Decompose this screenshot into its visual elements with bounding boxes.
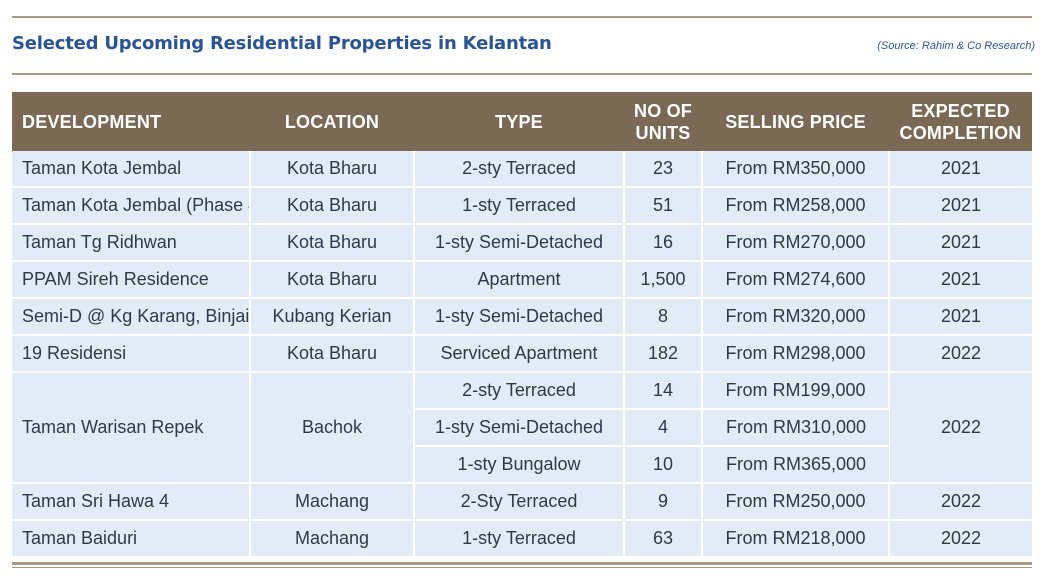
cell-price: From RM218,000 bbox=[702, 520, 890, 558]
cell-completion: 2021 bbox=[889, 224, 1032, 262]
cell-development: PPAM Sireh Residence bbox=[12, 261, 251, 299]
cell-completion: 2022 bbox=[889, 520, 1032, 558]
cell-location: Kota Bharu bbox=[250, 261, 415, 299]
cell-location: Kubang Kerian bbox=[250, 298, 415, 336]
cell-type: 2-Sty Terraced bbox=[414, 483, 625, 521]
cell-development: Semi-D @ Kg Karang, Binjai bbox=[12, 298, 251, 336]
header-development: DEVELOPMENT bbox=[12, 92, 250, 151]
header-units-line1: NO OF bbox=[634, 100, 692, 121]
table-row: 1-sty Semi-Detached 4 From RM310,000 bbox=[12, 409, 1032, 447]
header-location: LOCATION bbox=[250, 92, 414, 151]
cell-units: 10 bbox=[624, 446, 703, 484]
title-divider bbox=[12, 73, 1032, 75]
cell-units: 63 bbox=[624, 520, 703, 558]
cell-units: 8 bbox=[624, 298, 703, 336]
cell-units: 1,500 bbox=[624, 261, 703, 299]
cell-development: 19 Residensi bbox=[12, 335, 251, 373]
cell-development: Taman Baiduri bbox=[12, 520, 251, 558]
table-row: Taman Tg Ridhwan Kota Bharu 1-sty Semi-D… bbox=[12, 224, 1032, 262]
header-completion-line1: EXPECTED bbox=[911, 100, 1010, 121]
bottom-rule bbox=[12, 562, 1032, 565]
cell-price: From RM274,600 bbox=[702, 261, 890, 299]
cell-completion: 2021 bbox=[889, 261, 1032, 299]
cell-type: 1-sty Semi-Detached bbox=[414, 298, 625, 336]
cell-completion: 2021 bbox=[889, 151, 1032, 188]
cell-development: Taman Kota Jembal bbox=[12, 151, 251, 188]
cell-price: From RM320,000 bbox=[702, 298, 890, 336]
cell-price: From RM199,000 bbox=[702, 372, 890, 410]
table-row: Taman Baiduri Machang 1-sty Terraced 63 … bbox=[12, 520, 1032, 558]
cell-units: 4 bbox=[624, 409, 703, 447]
cell-location: Bachok bbox=[250, 372, 415, 484]
cell-type: 1-sty Semi-Detached bbox=[414, 409, 625, 447]
header-completion: EXPECTED COMPLETION bbox=[889, 92, 1032, 151]
header-price: SELLING PRICE bbox=[702, 92, 889, 151]
cell-type: Apartment bbox=[414, 261, 625, 299]
cell-price: From RM270,000 bbox=[702, 224, 890, 262]
cell-location: Machang bbox=[250, 483, 415, 521]
cell-units: 16 bbox=[624, 224, 703, 262]
cell-completion: 2022 bbox=[889, 372, 1032, 484]
cell-development: Taman Kota Jembal (Phase 4) bbox=[12, 187, 251, 225]
cell-location: Kota Bharu bbox=[250, 187, 415, 225]
bottom-rule-thin bbox=[12, 567, 1032, 568]
table-row: Taman Kota Jembal Kota Bharu 2-sty Terra… bbox=[12, 151, 1032, 188]
header-units: NO OF UNITS bbox=[624, 92, 702, 151]
cell-type: 1-sty Bungalow bbox=[414, 446, 625, 484]
cell-location: Kota Bharu bbox=[250, 151, 415, 188]
table-row: 1-sty Bungalow 10 From RM365,000 bbox=[12, 446, 1032, 484]
cell-type: 2-sty Terraced bbox=[414, 151, 625, 188]
cell-price: From RM298,000 bbox=[702, 335, 890, 373]
cell-type: 1-sty Semi-Detached bbox=[414, 224, 625, 262]
cell-units: 9 bbox=[624, 483, 703, 521]
cell-completion: 2021 bbox=[889, 298, 1032, 336]
table-header-row: DEVELOPMENT LOCATION TYPE NO OF UNITS SE… bbox=[12, 92, 1032, 151]
cell-development: Taman Tg Ridhwan bbox=[12, 224, 251, 262]
table-row: PPAM Sireh Residence Kota Bharu Apartmen… bbox=[12, 261, 1032, 299]
top-rule bbox=[12, 16, 1032, 18]
cell-price: From RM365,000 bbox=[702, 446, 889, 484]
header-units-line2: UNITS bbox=[635, 122, 691, 143]
cell-units: 23 bbox=[624, 151, 703, 188]
header-completion-line2: COMPLETION bbox=[899, 122, 1022, 143]
header-type: TYPE bbox=[414, 92, 624, 151]
cell-location: Machang bbox=[250, 520, 415, 558]
cell-price: From RM310,000 bbox=[702, 409, 889, 447]
cell-units: 182 bbox=[624, 335, 703, 373]
cell-completion: 2021 bbox=[889, 187, 1032, 225]
cell-units: 51 bbox=[624, 187, 703, 225]
cell-location: Kota Bharu bbox=[250, 224, 415, 262]
table-row: Taman Warisan Repek Bachok 2-sty Terrace… bbox=[12, 372, 1032, 484]
cell-type: 1-sty Terraced bbox=[414, 520, 625, 558]
table-row: Taman Sri Hawa 4 Machang 2-Sty Terraced … bbox=[12, 483, 1032, 521]
properties-table: DEVELOPMENT LOCATION TYPE NO OF UNITS SE… bbox=[12, 92, 1032, 558]
cell-type: 2-sty Terraced bbox=[414, 372, 625, 410]
cell-development: Taman Warisan Repek bbox=[12, 372, 251, 484]
cell-price: From RM250,000 bbox=[702, 483, 890, 521]
cell-type: 1-sty Terraced bbox=[414, 187, 625, 225]
table-row: Taman Kota Jembal (Phase 4) Kota Bharu 1… bbox=[12, 187, 1032, 225]
source-note: (Source: Rahim & Co Research) bbox=[877, 40, 1035, 52]
cell-completion: 2022 bbox=[889, 483, 1032, 521]
table-row: 19 Residensi Kota Bharu Serviced Apartme… bbox=[12, 335, 1032, 373]
cell-price: From RM350,000 bbox=[702, 151, 890, 188]
cell-completion: 2022 bbox=[889, 335, 1032, 373]
cell-price: From RM258,000 bbox=[702, 187, 890, 225]
cell-units: 14 bbox=[624, 372, 703, 410]
table-row: Semi-D @ Kg Karang, Binjai Kubang Kerian… bbox=[12, 298, 1032, 336]
page-title: Selected Upcoming Residential Properties… bbox=[12, 33, 552, 54]
cell-location: Kota Bharu bbox=[250, 335, 415, 373]
cell-development: Taman Sri Hawa 4 bbox=[12, 483, 251, 521]
cell-type: Serviced Apartment bbox=[414, 335, 625, 373]
